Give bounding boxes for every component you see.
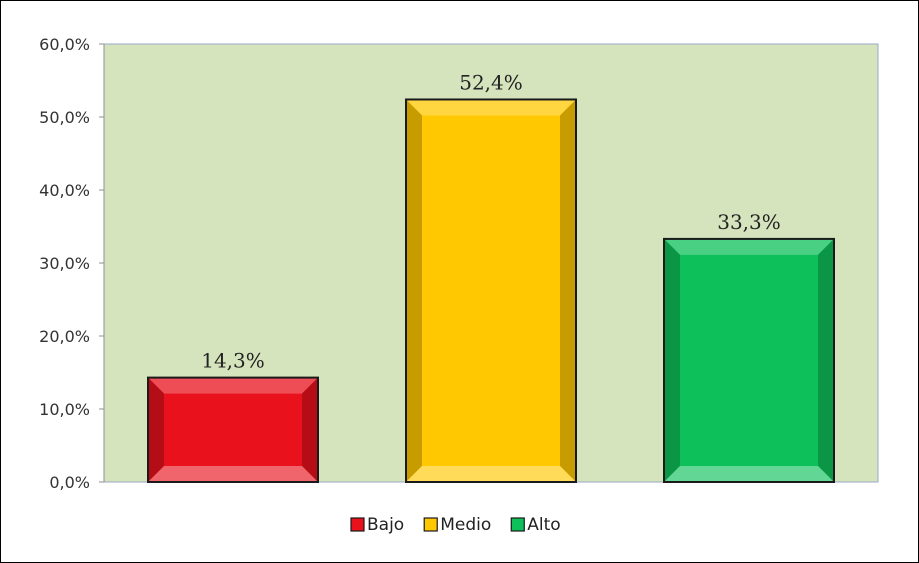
legend-label: Alto xyxy=(527,515,560,535)
legend-label: Medio xyxy=(440,515,491,535)
bar-bevel-left xyxy=(148,377,164,482)
legend-item-medio: Medio xyxy=(423,515,491,535)
bar-outline xyxy=(663,237,835,483)
legend-item-bajo: Bajo xyxy=(350,515,404,535)
legend-swatch xyxy=(510,517,525,532)
bar-bevel-top xyxy=(664,238,834,255)
bars: 14,3% 52,4% 33,3% xyxy=(147,70,835,483)
bar-fill xyxy=(406,99,576,482)
bar-bevel-left xyxy=(664,238,680,482)
legend-swatch xyxy=(423,517,438,532)
bar-bevel-top xyxy=(148,377,318,394)
legend-item-alto: Alto xyxy=(510,515,561,535)
bar-outline xyxy=(147,376,319,483)
bar-fill xyxy=(664,238,834,482)
bar-alto: 33,3% xyxy=(663,210,835,483)
bar-bevel-right xyxy=(302,377,318,482)
bar-fill xyxy=(148,377,318,482)
y-axis: 0,0% 10,0% 20,0% 30,0% 40,0% 50,0% 60,0% xyxy=(39,35,105,492)
y-tick-label: 50,0% xyxy=(39,108,90,127)
bar-bevel-left xyxy=(406,99,422,482)
bar-bevel-bottom xyxy=(406,466,576,482)
bar-bevel-bottom xyxy=(148,466,318,482)
bar-bevel-bottom xyxy=(664,466,834,482)
bar-bajo: 14,3% xyxy=(147,349,319,483)
data-label: 33,3% xyxy=(717,210,781,234)
legend: Bajo Medio Alto xyxy=(350,515,561,535)
data-label: 14,3% xyxy=(201,349,265,373)
bar-medio: 52,4% xyxy=(405,70,577,483)
bar-bevel-right xyxy=(560,99,576,482)
y-tick-label: 10,0% xyxy=(39,400,90,419)
y-tick-label: 60,0% xyxy=(39,35,90,54)
legend-swatch xyxy=(350,517,365,532)
data-label: 52,4% xyxy=(459,70,523,94)
bar-bevel-top xyxy=(406,99,576,116)
y-tick-label: 40,0% xyxy=(39,181,90,200)
y-tick-label: 0,0% xyxy=(49,473,90,492)
y-tick-label: 20,0% xyxy=(39,327,90,346)
bar-bevel-right xyxy=(818,238,834,482)
legend-label: Bajo xyxy=(367,515,404,535)
y-tick-label: 30,0% xyxy=(39,254,90,273)
bar-outline xyxy=(405,98,577,483)
